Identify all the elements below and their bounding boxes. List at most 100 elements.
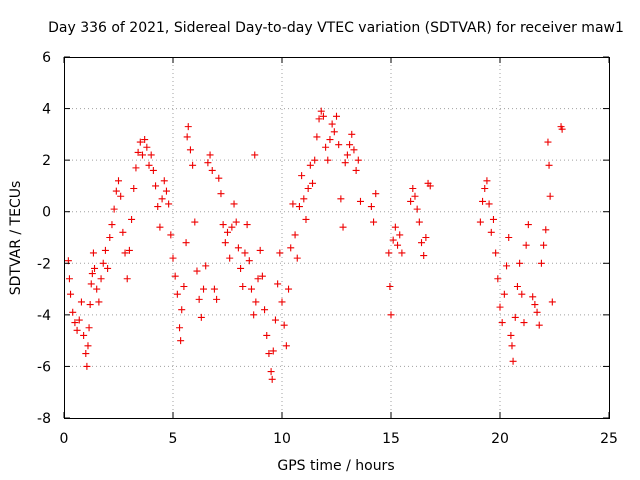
y-tick-label: -4: [37, 308, 51, 324]
data-point: [339, 223, 347, 231]
data-point: [239, 282, 247, 290]
data-point: [110, 205, 118, 213]
data-point: [106, 234, 114, 241]
data-point: [204, 159, 212, 167]
data-point: [258, 272, 266, 280]
data-point: [483, 177, 491, 185]
x-tick-label: 5: [169, 431, 178, 447]
data-point: [328, 120, 336, 128]
data-point: [138, 151, 146, 159]
data-point: [280, 321, 288, 329]
data-point: [409, 185, 417, 193]
data-point: [540, 241, 548, 249]
y-tick-label: -2: [37, 256, 51, 272]
data-point: [276, 249, 284, 257]
data-point: [228, 223, 236, 231]
data-point: [125, 246, 133, 254]
data-point: [69, 308, 77, 316]
data-point: [274, 280, 282, 288]
data-point: [226, 254, 234, 262]
data-point: [346, 141, 354, 149]
data-point: [206, 151, 214, 159]
y-tick-label: 6: [42, 50, 51, 66]
data-point: [498, 319, 506, 327]
data-point: [306, 161, 314, 169]
data-point: [505, 234, 513, 241]
data-point: [104, 264, 112, 272]
data-point: [500, 290, 508, 298]
data-point: [101, 246, 109, 254]
data-point: [121, 249, 129, 257]
data-point: [132, 164, 140, 172]
data-point: [178, 306, 186, 314]
data-point: [152, 182, 160, 190]
data-point: [143, 143, 151, 151]
x-tick-label: 10: [273, 431, 291, 447]
data-point: [494, 275, 502, 283]
data-point: [267, 368, 275, 376]
data-point: [85, 324, 93, 332]
data-point: [169, 254, 177, 262]
data-point: [73, 326, 81, 334]
data-point: [180, 282, 188, 290]
y-tick-label: -6: [37, 359, 51, 375]
data-point: [304, 185, 312, 193]
y-tick-labels: -8 -6 -4 -2 0 2 4 6: [37, 50, 51, 427]
data-point: [415, 218, 423, 226]
data-point: [251, 151, 259, 159]
data-point: [97, 275, 105, 283]
data-point: [522, 241, 530, 249]
data-point: [322, 143, 330, 151]
data-point: [511, 313, 519, 321]
data-point: [319, 112, 327, 120]
data-point: [215, 174, 223, 182]
data-point: [200, 285, 208, 293]
data-point: [533, 308, 541, 316]
data-point: [232, 218, 240, 226]
x-axis-label: GPS time / hours: [277, 458, 394, 474]
data-point: [183, 133, 191, 141]
data-point: [241, 249, 249, 257]
data-point: [158, 195, 166, 203]
data-point: [193, 267, 201, 275]
data-point: [115, 177, 122, 185]
data-point: [252, 298, 260, 306]
data-point: [282, 342, 290, 350]
data-point: [492, 249, 500, 257]
data-point: [237, 264, 245, 272]
data-point: [91, 264, 99, 272]
data-point: [93, 285, 101, 293]
data-point: [324, 156, 332, 164]
data-point: [119, 228, 127, 236]
data-point: [197, 313, 205, 321]
data-point: [535, 321, 543, 329]
data-point: [350, 146, 358, 154]
data-point: [311, 156, 319, 164]
data-point: [261, 306, 269, 314]
data-point: [389, 236, 397, 244]
y-axis-label: SDTVAR / TECUs: [8, 181, 24, 296]
data-point: [356, 197, 364, 205]
data-point: [546, 192, 554, 200]
data-point: [130, 185, 138, 193]
data-point: [156, 223, 164, 231]
data-point: [326, 136, 334, 144]
data-point: [95, 298, 103, 306]
chart-title: Day 336 of 2021, Sidereal Day-to-day VTE…: [48, 20, 624, 36]
data-point: [136, 138, 144, 146]
data-point: [134, 148, 142, 156]
data-point: [88, 270, 96, 278]
data-point: [507, 331, 515, 339]
data-point: [411, 192, 419, 200]
data-point: [287, 244, 295, 252]
data-point: [128, 215, 136, 223]
data-point: [518, 290, 526, 298]
data-point: [123, 275, 131, 283]
data-point: [86, 301, 94, 309]
data-point: [496, 303, 504, 311]
data-point: [147, 151, 155, 159]
data-point: [154, 203, 162, 211]
data-point: [176, 324, 184, 332]
data-point: [396, 231, 404, 239]
